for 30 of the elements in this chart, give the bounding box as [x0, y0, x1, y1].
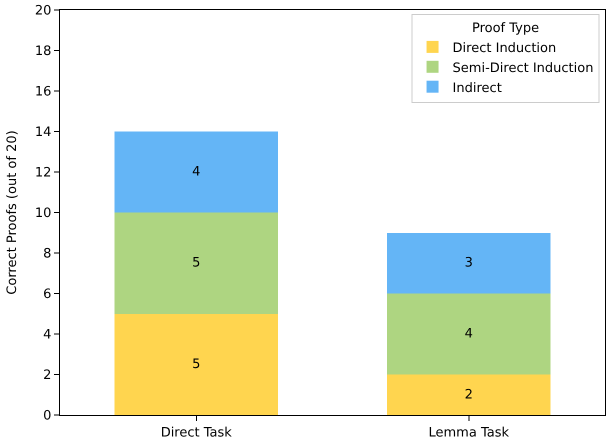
data-label: 5	[192, 256, 200, 271]
bar	[387, 232, 550, 294]
bar	[114, 132, 278, 212]
bar	[114, 212, 278, 314]
y-tick-label: 10	[34, 206, 52, 222]
y-tick-label: 0	[43, 408, 52, 424]
bar	[387, 294, 550, 374]
bar	[114, 314, 278, 415]
data-label: 5	[192, 356, 200, 372]
y-tick-label: 16	[34, 84, 52, 100]
legend-label: Indirect	[452, 80, 502, 96]
y-axis-title: Correct Proofs (out of 20)	[4, 130, 20, 295]
y-tick-label: 14	[34, 125, 52, 140]
x-tick-label: Direct Task	[160, 426, 232, 441]
data-label: 4	[192, 164, 200, 180]
y-tick-label: 6	[43, 287, 52, 302]
legend-label: Direct Induction	[452, 40, 556, 56]
legend-label: Semi-Direct Induction	[452, 60, 594, 76]
y-tick-label: 4	[43, 328, 52, 343]
bar	[387, 374, 550, 415]
y-tick-label: 12	[34, 166, 52, 181]
y-tick-label: 2	[43, 368, 52, 384]
legend-title: Proof Type	[472, 20, 540, 36]
x-tick-label: Lemma Task	[428, 426, 510, 441]
data-label: 2	[464, 387, 473, 402]
y-tick-label: 18	[34, 44, 52, 60]
y-tick-label: 8	[43, 246, 52, 262]
y-tick-label: 20	[34, 4, 52, 19]
data-label: 4	[464, 326, 473, 342]
data-label: 3	[464, 256, 473, 271]
